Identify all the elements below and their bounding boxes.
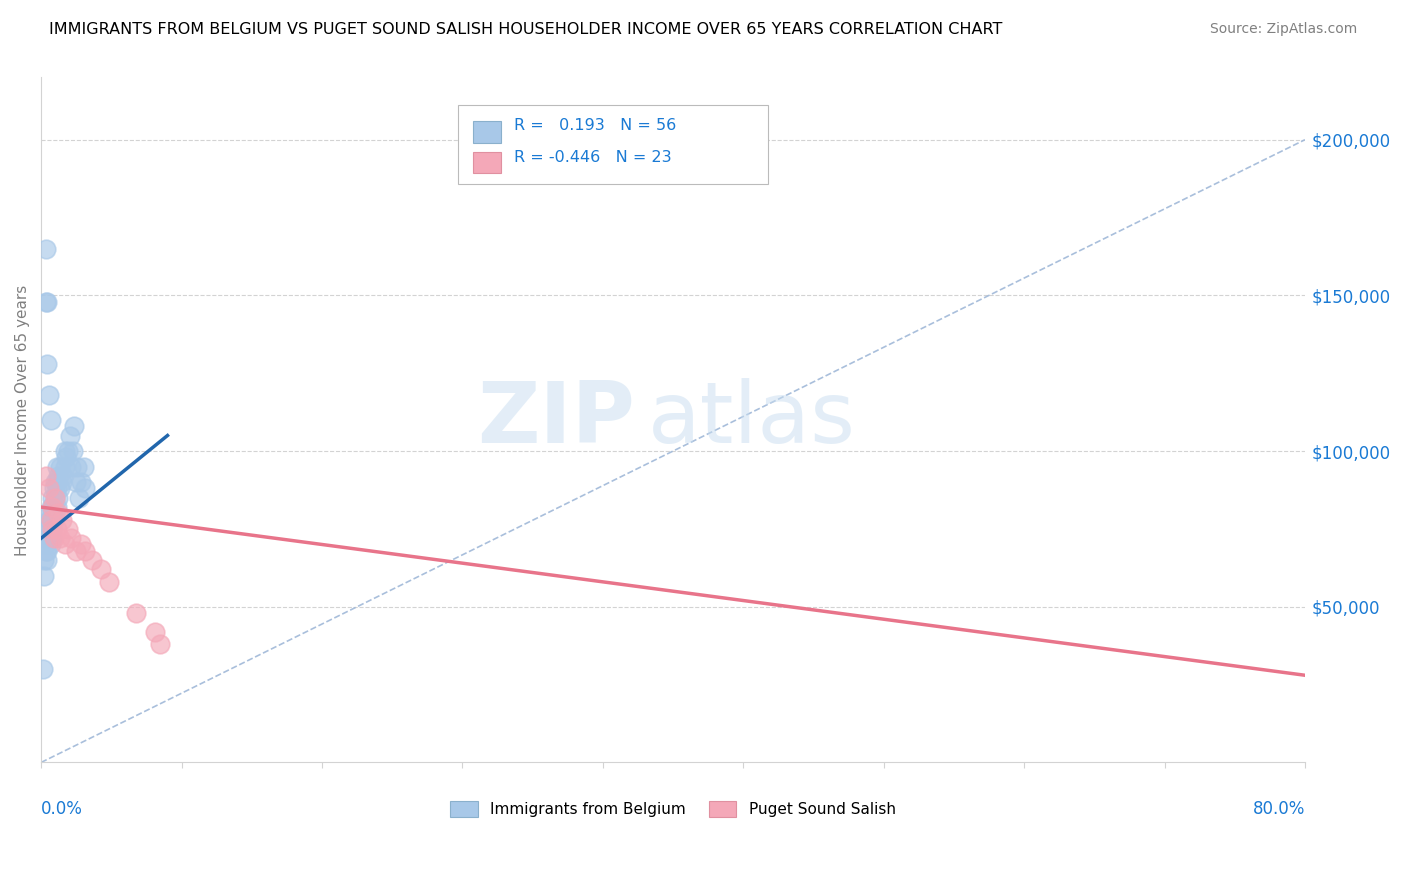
Text: 0.0%: 0.0%	[41, 800, 83, 818]
Point	[65, 543, 87, 558]
Legend: Immigrants from Belgium, Puget Sound Salish: Immigrants from Belgium, Puget Sound Sal…	[444, 795, 901, 823]
Point	[41, 506, 63, 520]
Point	[65, 475, 87, 490]
Point	[39, 522, 62, 536]
Bar	[474, 121, 501, 143]
Point	[60, 459, 83, 474]
Point	[41, 522, 63, 536]
Point	[52, 469, 75, 483]
Point	[53, 444, 76, 458]
Point	[39, 537, 62, 551]
Point	[45, 500, 67, 515]
Point	[60, 531, 83, 545]
Point	[42, 531, 65, 545]
Point	[39, 500, 62, 515]
Point	[39, 413, 62, 427]
Point	[41, 500, 63, 515]
Text: ZIP: ZIP	[478, 378, 636, 461]
Point	[55, 450, 77, 465]
Point	[45, 475, 67, 490]
Point	[42, 482, 65, 496]
Point	[51, 512, 73, 526]
Point	[41, 491, 63, 505]
Point	[44, 491, 66, 505]
Point	[35, 294, 58, 309]
Point	[56, 522, 79, 536]
Point	[41, 531, 63, 545]
Point	[98, 574, 121, 589]
Point	[42, 512, 65, 526]
Text: 80.0%: 80.0%	[1253, 800, 1305, 818]
Point	[90, 562, 112, 576]
Text: Source: ZipAtlas.com: Source: ZipAtlas.com	[1209, 22, 1357, 37]
Point	[67, 491, 90, 505]
Point	[53, 459, 76, 474]
Point	[31, 662, 53, 676]
Point	[69, 537, 91, 551]
Point	[39, 512, 62, 526]
Point	[51, 475, 73, 490]
Point	[73, 459, 96, 474]
Point	[37, 357, 59, 371]
Point	[44, 475, 66, 490]
Bar	[474, 153, 501, 173]
Point	[45, 459, 67, 474]
Point	[48, 506, 70, 520]
Point	[37, 553, 59, 567]
Point	[38, 531, 60, 545]
Point	[80, 553, 103, 567]
Point	[49, 531, 72, 545]
Point	[35, 242, 58, 256]
Point	[37, 294, 59, 309]
Point	[38, 512, 60, 526]
Point	[58, 428, 80, 442]
Point	[149, 637, 172, 651]
Point	[75, 482, 97, 496]
Point	[48, 469, 70, 483]
Point	[49, 482, 72, 496]
Point	[42, 500, 65, 515]
Point	[44, 506, 66, 520]
Point	[39, 512, 62, 526]
Point	[35, 543, 58, 558]
Text: atlas: atlas	[648, 378, 856, 461]
Point	[125, 606, 148, 620]
Point	[41, 522, 63, 536]
Point	[35, 531, 58, 545]
Text: R =   0.193   N = 56: R = 0.193 N = 56	[513, 118, 676, 133]
Point	[49, 459, 72, 474]
Point	[32, 553, 55, 567]
Point	[35, 469, 58, 483]
Point	[69, 475, 91, 490]
Text: IMMIGRANTS FROM BELGIUM VS PUGET SOUND SALISH HOUSEHOLDER INCOME OVER 65 YEARS C: IMMIGRANTS FROM BELGIUM VS PUGET SOUND S…	[49, 22, 1002, 37]
Point	[35, 537, 58, 551]
Point	[38, 388, 60, 402]
Point	[63, 419, 86, 434]
FancyBboxPatch shape	[458, 105, 768, 184]
Point	[143, 624, 166, 639]
Point	[32, 568, 55, 582]
Point	[38, 506, 60, 520]
Point	[45, 482, 67, 496]
Point	[45, 522, 67, 536]
Text: R = -0.446   N = 23: R = -0.446 N = 23	[513, 150, 672, 165]
Point	[48, 491, 70, 505]
Point	[62, 444, 84, 458]
Point	[66, 459, 89, 474]
Point	[37, 522, 59, 536]
Point	[37, 543, 59, 558]
Point	[38, 482, 60, 496]
Point	[53, 537, 76, 551]
Point	[44, 491, 66, 505]
Y-axis label: Householder Income Over 65 years: Householder Income Over 65 years	[15, 285, 30, 556]
Point	[75, 543, 97, 558]
Point	[56, 444, 79, 458]
